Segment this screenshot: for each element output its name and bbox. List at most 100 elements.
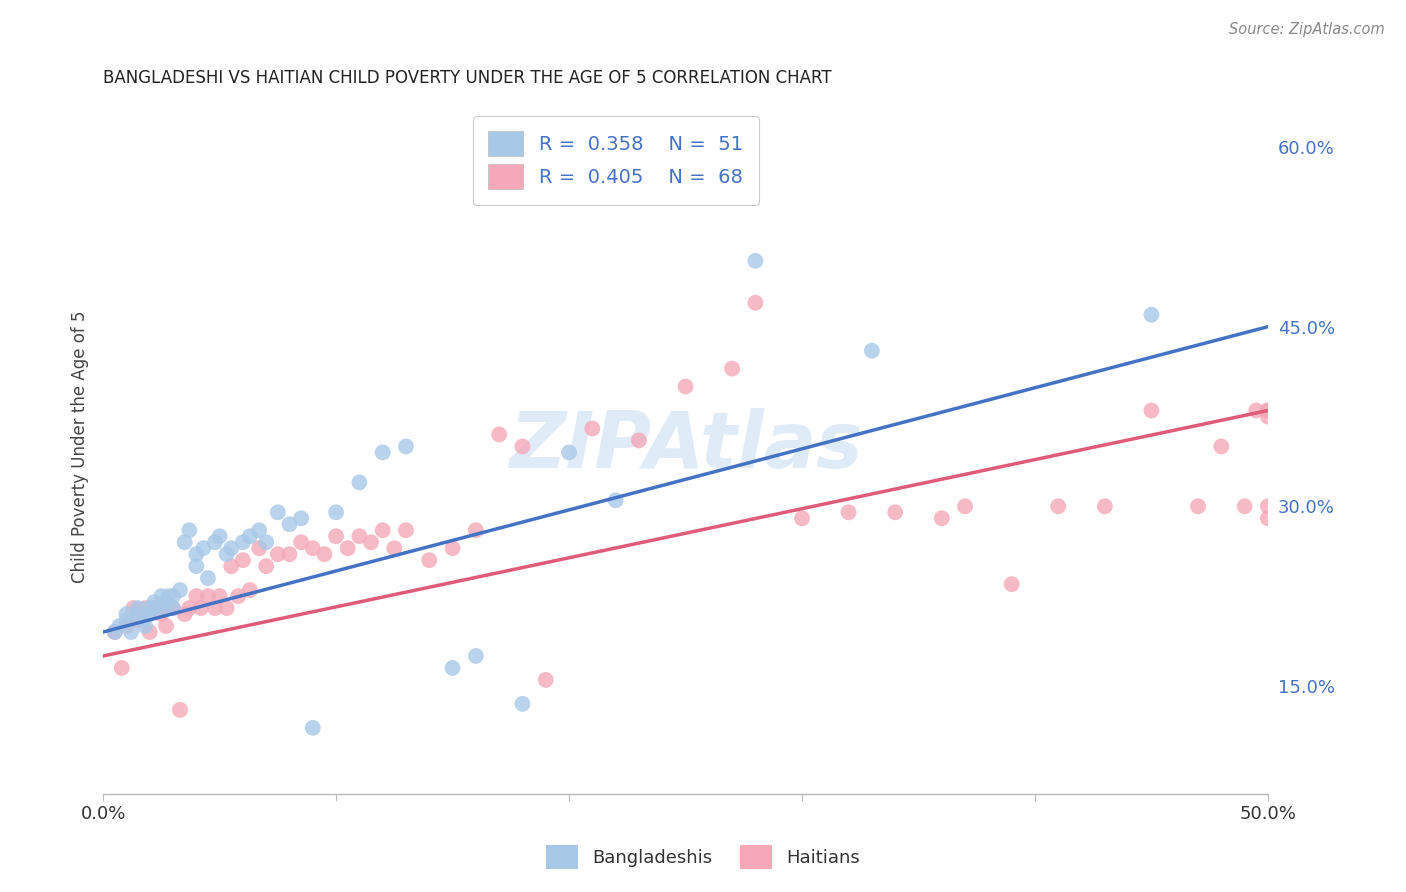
Legend: Bangladeshis, Haitians: Bangladeshis, Haitians <box>538 838 868 876</box>
Point <box>134 619 156 633</box>
Point <box>143 595 166 609</box>
Point <box>382 541 405 556</box>
Point <box>464 523 486 537</box>
Point <box>314 547 336 561</box>
Point <box>860 343 883 358</box>
Point <box>512 697 534 711</box>
Point <box>111 661 134 675</box>
Point <box>162 601 184 615</box>
Point <box>325 505 347 519</box>
Point <box>290 535 312 549</box>
Point <box>441 661 464 675</box>
Point <box>155 619 177 633</box>
Point <box>122 601 145 615</box>
Point <box>254 559 277 574</box>
Point <box>138 601 160 615</box>
Point <box>127 607 149 621</box>
Point <box>278 547 301 561</box>
Point <box>186 547 208 561</box>
Point <box>254 535 277 549</box>
Point <box>232 553 254 567</box>
Point <box>675 379 697 393</box>
Point <box>1140 308 1163 322</box>
Point <box>371 523 394 537</box>
Point <box>1257 409 1279 424</box>
Point <box>1233 500 1256 514</box>
Point <box>226 589 249 603</box>
Point <box>1187 500 1209 514</box>
Point <box>204 601 226 615</box>
Point <box>1140 403 1163 417</box>
Point <box>215 547 238 561</box>
Point <box>219 541 242 556</box>
Point <box>744 295 766 310</box>
Point <box>239 529 262 543</box>
Point <box>150 601 173 615</box>
Text: ZIPAtlas: ZIPAtlas <box>509 409 862 484</box>
Point <box>1257 511 1279 525</box>
Point <box>325 529 347 543</box>
Point <box>1257 500 1279 514</box>
Point <box>143 601 166 615</box>
Y-axis label: Child Poverty Under the Age of 5: Child Poverty Under the Age of 5 <box>72 310 89 582</box>
Point <box>127 613 149 627</box>
Point <box>744 253 766 268</box>
Point <box>173 535 195 549</box>
Point <box>1094 500 1116 514</box>
Point <box>232 535 254 549</box>
Point <box>190 601 212 615</box>
Point <box>169 703 191 717</box>
Point <box>239 583 262 598</box>
Point <box>360 535 382 549</box>
Point <box>1246 403 1268 417</box>
Point <box>134 601 156 615</box>
Point <box>953 500 976 514</box>
Point <box>193 541 215 556</box>
Point <box>558 445 581 459</box>
Point <box>336 541 359 556</box>
Point <box>132 613 155 627</box>
Point <box>395 523 418 537</box>
Point <box>464 648 486 663</box>
Point <box>120 625 142 640</box>
Point <box>197 589 219 603</box>
Point <box>108 619 131 633</box>
Point <box>267 547 290 561</box>
Point <box>169 583 191 598</box>
Point <box>790 511 813 525</box>
Point <box>534 673 557 687</box>
Point <box>104 625 127 640</box>
Point <box>301 721 323 735</box>
Text: Source: ZipAtlas.com: Source: ZipAtlas.com <box>1229 22 1385 37</box>
Point <box>150 601 173 615</box>
Point <box>127 601 149 615</box>
Point <box>162 601 184 615</box>
Point <box>186 559 208 574</box>
Point <box>150 607 173 621</box>
Point <box>884 505 907 519</box>
Point <box>1001 577 1024 591</box>
Point <box>162 589 184 603</box>
Point <box>197 571 219 585</box>
Point <box>418 553 440 567</box>
Point <box>627 434 650 448</box>
Point <box>838 505 860 519</box>
Point <box>278 517 301 532</box>
Point <box>1257 403 1279 417</box>
Point <box>155 595 177 609</box>
Point <box>115 619 138 633</box>
Point <box>371 445 394 459</box>
Point <box>247 541 270 556</box>
Point <box>115 613 138 627</box>
Point <box>138 607 160 621</box>
Point <box>215 601 238 615</box>
Point <box>349 475 371 490</box>
Point <box>349 529 371 543</box>
Point <box>104 625 127 640</box>
Point <box>441 541 464 556</box>
Point <box>204 535 226 549</box>
Point <box>157 589 180 603</box>
Point <box>721 361 744 376</box>
Text: BANGLADESHI VS HAITIAN CHILD POVERTY UNDER THE AGE OF 5 CORRELATION CHART: BANGLADESHI VS HAITIAN CHILD POVERTY UND… <box>103 69 832 87</box>
Point <box>931 511 953 525</box>
